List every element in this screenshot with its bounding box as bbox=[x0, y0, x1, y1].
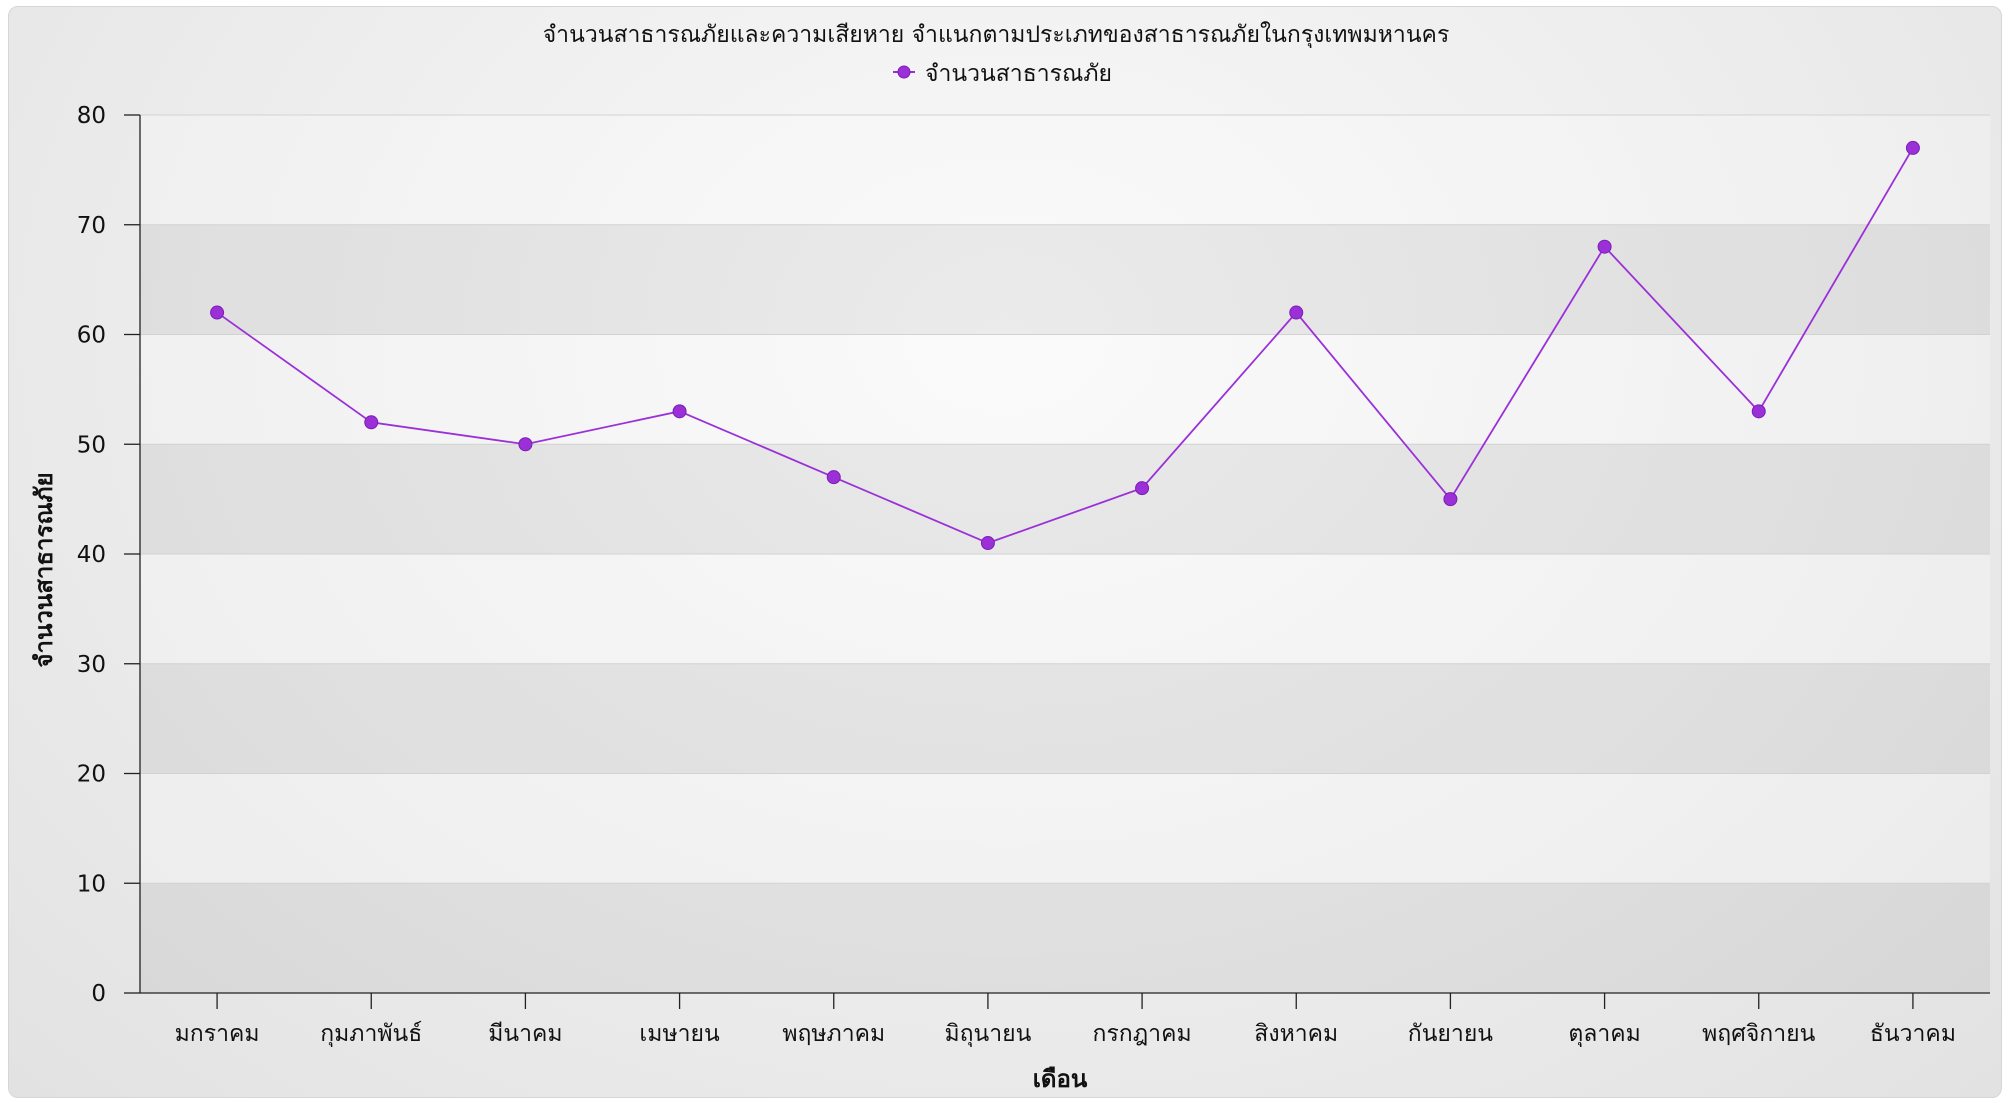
legend-label: จำนวนสาธารณภัย bbox=[925, 61, 1112, 87]
x-axis-label: เดือน bbox=[1033, 1065, 1088, 1093]
plot-band bbox=[140, 883, 1990, 993]
x-tick-label: เมษายน bbox=[639, 1021, 720, 1047]
y-tick-label: 80 bbox=[77, 103, 106, 129]
y-axis-ticks: 0 10 20 30 40 50 60 70 80 bbox=[77, 103, 140, 1007]
x-tick-label: ธันวาคม bbox=[1870, 1021, 1956, 1047]
plot-band bbox=[140, 224, 1990, 335]
chart-frame bbox=[8, 6, 2002, 1098]
x-axis-ticks: มกราคม กุมภาพันธ์ มีนาคม เมษายน พฤษภาคม มิถุน… bbox=[175, 993, 1956, 1047]
y-tick-label: 70 bbox=[77, 213, 106, 239]
gridlines bbox=[140, 114, 1990, 884]
data-point[interactable] bbox=[1443, 492, 1458, 507]
data-point[interactable] bbox=[1905, 140, 1920, 155]
plot-band bbox=[140, 554, 1990, 664]
data-point[interactable] bbox=[1135, 481, 1150, 496]
series-line bbox=[216, 147, 1914, 544]
plot-band bbox=[140, 115, 1990, 225]
x-tick-label: ตุลาคม bbox=[1568, 1021, 1641, 1047]
data-point[interactable] bbox=[1597, 239, 1612, 254]
x-tick-label: มีนาคม bbox=[488, 1021, 562, 1047]
y-tick-label: 30 bbox=[77, 652, 106, 678]
y-tick-label: 50 bbox=[77, 432, 106, 458]
x-tick-label: พฤษภาคม bbox=[782, 1021, 885, 1047]
x-tick-label: กรกฎาคม bbox=[1093, 1021, 1192, 1047]
x-tick-label: พฤศจิกายน bbox=[1702, 1021, 1815, 1047]
data-point[interactable] bbox=[980, 536, 995, 551]
plot-band bbox=[140, 773, 1990, 884]
data-point[interactable] bbox=[826, 470, 841, 485]
data-point[interactable] bbox=[518, 437, 533, 452]
data-point[interactable] bbox=[1289, 305, 1304, 320]
plot-bands bbox=[140, 115, 1990, 993]
x-tick-label: กันยายน bbox=[1408, 1021, 1494, 1047]
x-tick-label: มิถุนายน bbox=[944, 1021, 1031, 1047]
y-tick-label: 10 bbox=[77, 871, 106, 897]
y-axis-label: จำนวนสาธารณภัย bbox=[30, 472, 58, 667]
y-tick-label: 0 bbox=[91, 981, 106, 1007]
chart-title: จำนวนสาธารณภัยและความเสียหาย จำแนกตามประ… bbox=[543, 21, 1450, 48]
plot-band bbox=[140, 334, 1990, 445]
data-point[interactable] bbox=[210, 305, 225, 320]
plot-band bbox=[140, 663, 1990, 774]
data-point[interactable] bbox=[672, 404, 687, 419]
plot-band bbox=[140, 444, 1990, 554]
series-layer bbox=[210, 140, 1920, 551]
legend-marker-swatch bbox=[897, 65, 911, 79]
x-tick-label: สิงหาคม bbox=[1254, 1021, 1338, 1047]
data-point[interactable] bbox=[364, 415, 379, 430]
x-tick-label: มกราคม bbox=[175, 1021, 260, 1047]
x-tick-label: กุมภาพันธ์ bbox=[320, 1020, 422, 1047]
y-tick-label: 20 bbox=[77, 762, 106, 788]
data-point[interactable] bbox=[1751, 404, 1766, 419]
legend[interactable]: จำนวนสาธารณภัย bbox=[893, 61, 1112, 87]
y-tick-label: 40 bbox=[77, 542, 106, 568]
y-tick-label: 60 bbox=[77, 323, 106, 349]
